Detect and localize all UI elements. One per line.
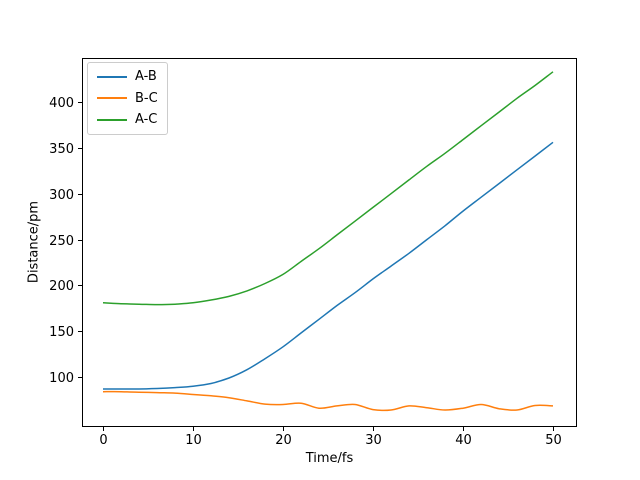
y-tick-label: 300 [49, 188, 74, 203]
legend-line-swatch [97, 75, 127, 78]
axes-frame [82, 58, 577, 427]
legend-item: A-B [97, 66, 158, 88]
series-line-A-C [102, 71, 554, 306]
x-tick-label: 30 [365, 433, 382, 448]
x-tick-label: 20 [275, 433, 292, 448]
y-tick-label: 350 [49, 142, 74, 157]
legend-item-label: A-C [135, 112, 158, 128]
y-axis-label: Distance/pm [26, 200, 42, 284]
legend-item: B-C [97, 88, 158, 110]
legend-item-label: A-B [135, 69, 157, 85]
y-tick-label: 250 [49, 234, 74, 249]
y-tick-label: 100 [49, 371, 74, 386]
x-tick-label: 40 [455, 433, 472, 448]
x-tick-label: 10 [185, 433, 202, 448]
y-tick-label: 400 [49, 96, 74, 111]
legend: A-B B-C A-C [87, 62, 168, 135]
x-axis-label: Time/fs [305, 451, 354, 466]
x-tick-label: 0 [99, 433, 107, 448]
legend-line-swatch [97, 118, 127, 121]
y-tick-label: 200 [49, 279, 74, 294]
x-tick-label: 50 [545, 433, 562, 448]
legend-item: A-C [97, 109, 158, 131]
series-line-A-B [103, 141, 554, 390]
y-tick-label: 150 [49, 325, 74, 340]
legend-item-label: B-C [135, 90, 158, 106]
legend-line-swatch [97, 97, 127, 100]
series-line-B-C [102, 390, 554, 412]
